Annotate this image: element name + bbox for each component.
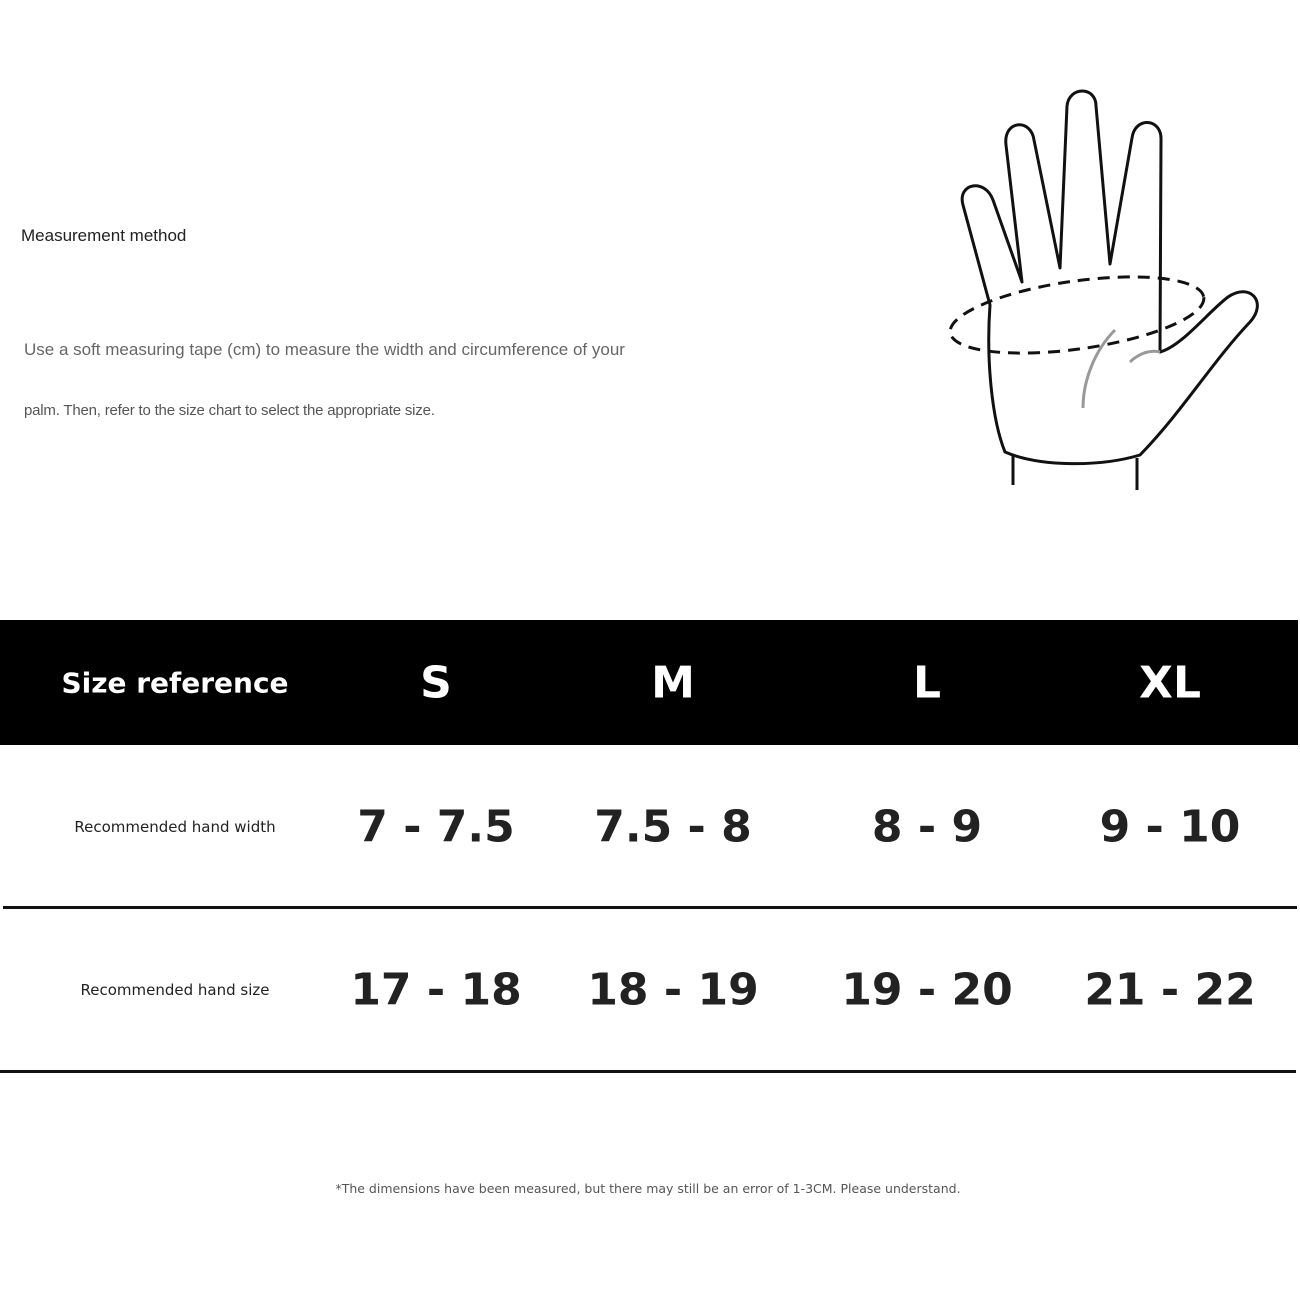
size-l: L bbox=[912, 657, 942, 708]
size-reference-label: Size reference bbox=[61, 666, 289, 699]
measurement-title: Measurement method bbox=[21, 226, 187, 245]
value-l: 19 - 20 bbox=[841, 964, 1013, 1016]
measurement-description-line-1: Use a soft measuring tape (cm) to measur… bbox=[24, 340, 625, 359]
size-m: M bbox=[651, 657, 695, 708]
measurement-description-line-2: palm. Then, refer to the size chart to s… bbox=[24, 402, 435, 419]
palm-crease bbox=[1081, 328, 1117, 409]
size-s: S bbox=[420, 657, 452, 708]
value-xl: 9 - 10 bbox=[1099, 801, 1241, 852]
row-label: Recommended hand size bbox=[80, 981, 270, 999]
value-m: 7.5 - 8 bbox=[594, 801, 752, 852]
table-row-hand-size: Recommended hand size 17 - 18 18 - 19 19… bbox=[0, 908, 1300, 1072]
hand-outline bbox=[960, 89, 1259, 466]
row-label: Recommended hand width bbox=[74, 817, 276, 836]
row-divider bbox=[0, 1070, 1296, 1073]
value-s: 7 - 7.5 bbox=[357, 801, 515, 852]
footnote: *The dimensions have been measured, but … bbox=[335, 1181, 961, 1196]
value-s: 17 - 18 bbox=[350, 964, 522, 1016]
value-m: 18 - 19 bbox=[587, 964, 759, 1016]
hand-measurement-icon bbox=[948, 89, 1259, 490]
value-l: 8 - 9 bbox=[871, 801, 983, 852]
value-xl: 21 - 22 bbox=[1084, 964, 1256, 1016]
size-table-header: Size reference S M L XL bbox=[0, 620, 1298, 745]
table-row-hand-width: Recommended hand width 7 - 7.5 7.5 - 8 8… bbox=[0, 745, 1300, 908]
size-xl: XL bbox=[1139, 657, 1201, 708]
dashed-tape-line bbox=[948, 275, 1206, 355]
thumb-crease bbox=[1128, 349, 1161, 364]
row-divider bbox=[3, 906, 1297, 909]
